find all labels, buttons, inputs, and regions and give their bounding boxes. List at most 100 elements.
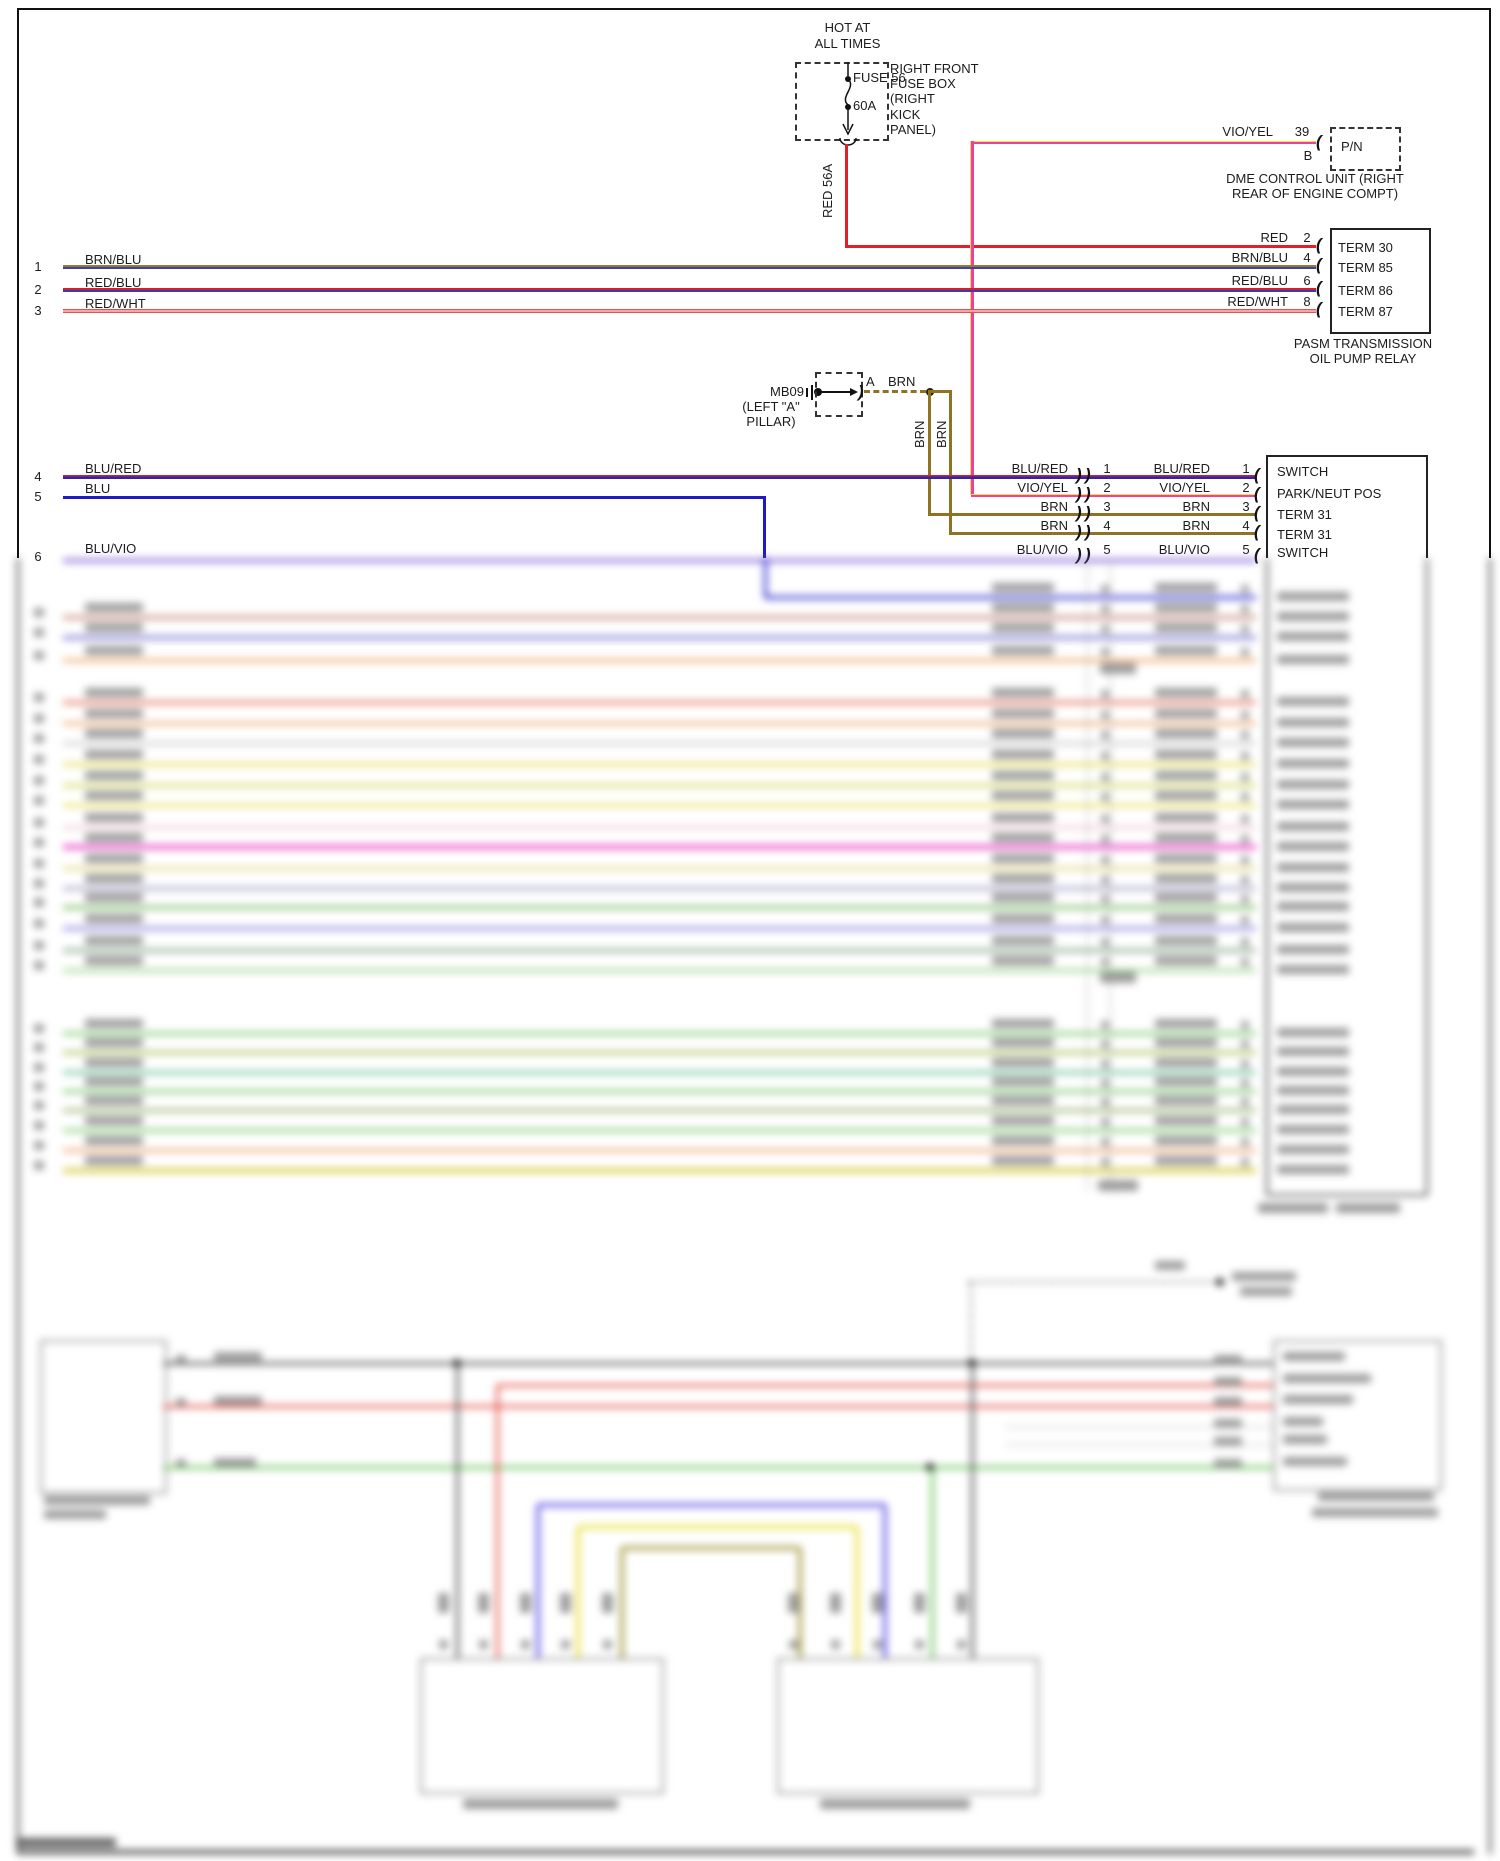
blurred-wire: [63, 1167, 1256, 1173]
blurred-label-blob: [176, 1355, 186, 1363]
inline-connector-icon: [1076, 466, 1082, 483]
blurred-label-blob: [34, 734, 44, 743]
blurred-label-blob: [1241, 752, 1249, 760]
feed-wire-2-num: 2: [34, 282, 42, 297]
blurred-label-blob: [1101, 690, 1109, 698]
blurred-label-blob: [1155, 893, 1217, 902]
blurred-vline: [1489, 558, 1491, 1854]
blurred-label-blob: [479, 1640, 488, 1649]
ground-arrowhead-icon: [850, 388, 858, 396]
blurred-label-blob: [992, 729, 1054, 738]
blurred-label-blob: [34, 755, 44, 764]
blurred-label-blob: [34, 919, 44, 928]
blurred-label-blob: [1277, 1105, 1349, 1114]
blurred-vline: [930, 1467, 934, 1658]
blurred-label-blob: [85, 854, 143, 863]
blurred-label-blob: [1241, 625, 1249, 633]
blurred-label-blob: [820, 1799, 970, 1809]
ground-pin-label: A: [866, 374, 875, 389]
blurred-label-blob: [1277, 902, 1349, 911]
ground-dot-icon: [814, 388, 822, 396]
blurred-vline: [970, 1282, 972, 1362]
blurred-label-blob: [1277, 822, 1349, 831]
blurred-label-blob: [1155, 1096, 1217, 1105]
ground-location-2: PILLAR): [746, 414, 796, 429]
blurred-label-blob: [1101, 605, 1109, 613]
blurred-label-blob: [34, 1024, 44, 1033]
wire-brn-link: [928, 390, 952, 393]
blurred-label-blob: [992, 646, 1054, 655]
blurred-wire: [63, 783, 1256, 787]
blurred-label-blob: [214, 1352, 262, 1361]
dme-pin-b-label: B: [1303, 148, 1313, 163]
blurred-label-blob: [603, 1640, 612, 1649]
blurred-label-blob: [1283, 1457, 1347, 1466]
blurred-label-blob: [1101, 1158, 1109, 1166]
switch-row2-label-b: VIO/YEL: [1159, 480, 1210, 495]
inline-connector-icon: [1076, 485, 1082, 502]
blurred-label-blob: [831, 1640, 840, 1649]
ground-connector-icon: [858, 383, 864, 400]
blurred-label-blob: [1241, 690, 1249, 698]
blurred-label-blob: [1101, 1098, 1109, 1106]
blurred-label-blob: [1101, 752, 1109, 760]
feed-wire-4-num: 4: [34, 469, 42, 484]
relay-wire-label-1: RED: [1260, 230, 1288, 245]
blurred-label-blob: [1155, 1058, 1217, 1067]
dme-caption-1: DME CONTROL UNIT (RIGHT: [1226, 171, 1404, 186]
relay-wire-label-4: RED/WHT: [1227, 294, 1288, 309]
feed-wire-5-num: 5: [34, 489, 42, 504]
switch-row2-label-a: VIO/YEL: [1017, 480, 1068, 495]
ground-bar2-icon: [811, 385, 813, 400]
blurred-label-blob: [85, 729, 143, 738]
blurred-label-blob: [1277, 718, 1349, 727]
blurred-label-blob: [85, 893, 143, 902]
blurred-label-blob: [1101, 793, 1109, 801]
page-border-right: [1489, 8, 1491, 558]
blurred-label-blob: [34, 941, 44, 950]
wire-blu: [63, 496, 766, 499]
blurred-wire: [63, 1070, 1256, 1074]
blurred-label-blob: [1232, 1272, 1296, 1281]
switch-box-label-5: SWITCH: [1277, 545, 1329, 560]
blurred-label-blob: [34, 879, 44, 888]
blurred-label-blob: [1241, 1079, 1249, 1087]
blurred-vline: [1426, 558, 1428, 1195]
blurred-label-blob: [1241, 605, 1249, 613]
blurred-label-blob: [1283, 1352, 1345, 1361]
blurred-label-blob: [16, 1838, 116, 1847]
blurred-label-blob: [85, 623, 143, 632]
blurred-label-blob: [1155, 854, 1217, 863]
wire-brn-vertical-1: [928, 391, 931, 515]
blurred-label-blob: [1277, 1028, 1349, 1037]
blurred-label-blob: [1155, 1136, 1217, 1145]
blurred-label-blob: [1101, 773, 1109, 781]
blurred-vline: [620, 1548, 624, 1658]
blurred-wire: [578, 1525, 857, 1529]
blurred-label-blob: [85, 813, 143, 822]
blurred-label-blob: [1241, 1021, 1249, 1029]
feed-wire-6-num: 6: [34, 549, 42, 564]
relay-pin-2: 4: [1303, 250, 1311, 265]
blurred-label-blob: [1214, 1377, 1242, 1386]
switch-box-label-3: TERM 31: [1277, 507, 1332, 522]
blurred-label-blob: [1155, 583, 1217, 592]
wire-redblu: [63, 288, 1316, 292]
blurred-wire: [17, 1850, 1474, 1854]
blurred-label-blob: [1283, 1417, 1323, 1426]
blurred-label-blob: [85, 771, 143, 780]
dme-pn-box: [1330, 127, 1401, 171]
inline-connector-icon: [1085, 523, 1091, 540]
blurred-label-blob: [85, 833, 143, 842]
wire-blu-vertical: [763, 496, 766, 558]
blurred-wire: [63, 721, 1256, 725]
switch-row4-label-a: BRN: [1040, 518, 1068, 533]
blurred-label-blob: [1241, 835, 1249, 843]
blurred-label-blob: [1101, 585, 1109, 593]
wire-red-horizontal: [845, 245, 1316, 248]
blurred-label-blob: [1155, 729, 1217, 738]
blurred-label-blob: [1258, 1203, 1328, 1213]
switch-row4-pin-a: 4: [1103, 518, 1111, 533]
blurred-label-blob: [478, 1593, 489, 1613]
blurred-label-blob: [1214, 1459, 1242, 1468]
